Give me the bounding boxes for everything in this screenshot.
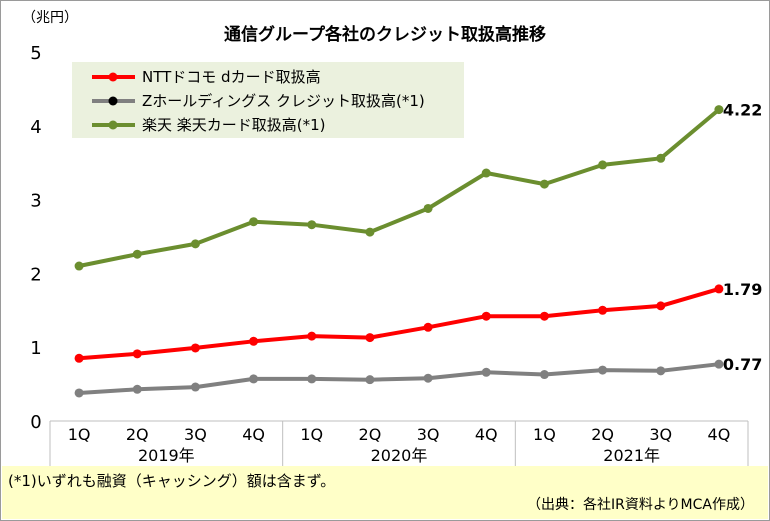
x-year-label: 2019年: [138, 446, 195, 465]
data-point: [365, 227, 375, 237]
data-point: [423, 322, 433, 332]
data-point: [598, 160, 608, 170]
data-point: [190, 343, 200, 353]
x-tick-label: 3Q: [649, 425, 672, 444]
data-point: [714, 284, 724, 294]
data-point: [365, 333, 375, 343]
legend-label: Zホールディングス クレジット取扱高(*1): [142, 92, 425, 110]
data-point: [249, 217, 259, 227]
data-point: [539, 311, 549, 321]
data-point: [656, 153, 666, 163]
note-box: [2, 466, 768, 519]
x-year-label: 2021年: [603, 446, 660, 465]
chart-title: 通信グループ各社のクレジット取扱高推移: [224, 24, 546, 45]
data-point: [190, 239, 200, 249]
x-tick-label: 2Q: [591, 425, 614, 444]
data-point: [714, 359, 724, 369]
y-axis-unit-label: （兆円）: [22, 10, 78, 26]
x-tick-label: 2Q: [126, 425, 149, 444]
footnote: (*1)いずれも融資（キャッシング）額は含まず。: [8, 472, 336, 490]
x-tick-label: 3Q: [184, 425, 207, 444]
data-point: [307, 220, 317, 230]
data-point: [539, 179, 549, 189]
series-line: [77, 107, 721, 268]
data-point: [74, 388, 84, 398]
data-point: [423, 373, 433, 383]
data-point: [132, 349, 142, 359]
legend-swatch-marker: [108, 72, 118, 82]
y-tick-label: 1: [30, 338, 41, 359]
legend-box: [72, 62, 464, 138]
data-point: [74, 353, 84, 363]
data-point: [481, 367, 491, 377]
x-tick-label: 1Q: [68, 425, 91, 444]
data-point: [598, 305, 608, 315]
x-tick-label: 4Q: [708, 425, 731, 444]
y-tick-label: 5: [30, 43, 41, 64]
data-point: [481, 168, 491, 178]
end-value-label: 4.22: [723, 101, 762, 120]
series-line: [77, 286, 721, 361]
source-note: （出典：各社IR資料よりMCA作成）: [526, 497, 754, 513]
data-point: [74, 261, 84, 271]
data-point: [598, 365, 608, 375]
data-point: [190, 382, 200, 392]
x-tick-label: 4Q: [475, 425, 498, 444]
data-point: [539, 370, 549, 380]
x-tick-label: 4Q: [242, 425, 265, 444]
data-point: [656, 366, 666, 376]
end-value-label: 1.79: [723, 280, 762, 299]
data-point: [423, 203, 433, 213]
y-tick-label: 2: [30, 264, 41, 285]
legend-swatch-marker: [108, 96, 118, 106]
data-point: [365, 375, 375, 385]
x-tick-label: 1Q: [533, 425, 556, 444]
x-tick-label: 3Q: [417, 425, 440, 444]
legend-label: NTTドコモ dカード取扱高: [142, 68, 321, 86]
y-tick-label: 3: [30, 191, 41, 212]
data-point: [307, 331, 317, 341]
y-tick-label: 4: [30, 117, 41, 138]
data-point: [132, 249, 142, 259]
data-point: [249, 374, 259, 384]
x-year-label: 2020年: [371, 446, 428, 465]
legend-label: 楽天 楽天カード取扱高(*1): [142, 116, 326, 134]
series-line: [77, 362, 721, 395]
end-value-label: 0.77: [723, 355, 762, 374]
data-point: [249, 336, 259, 346]
data-point: [132, 384, 142, 394]
data-point: [714, 105, 724, 115]
x-tick-label: 1Q: [300, 425, 323, 444]
data-point: [307, 374, 317, 384]
data-point: [481, 311, 491, 321]
y-tick-label: 0: [30, 412, 41, 433]
legend-swatch-marker: [108, 120, 118, 130]
data-point: [656, 301, 666, 311]
x-tick-label: 2Q: [359, 425, 382, 444]
